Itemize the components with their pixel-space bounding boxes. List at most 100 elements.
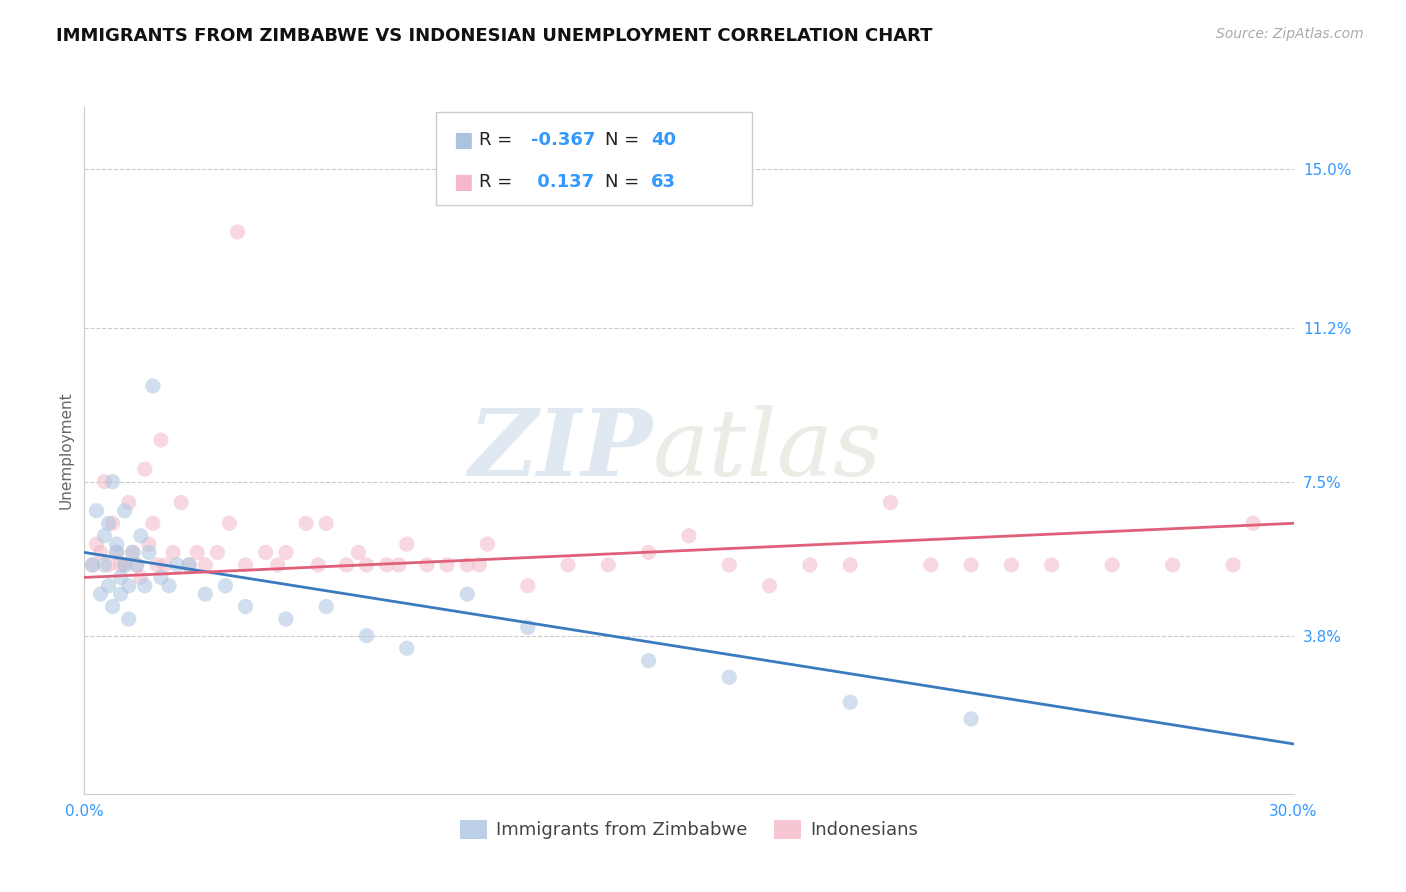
Point — [799, 558, 821, 572]
Point — [149, 433, 172, 447]
Point — [718, 558, 741, 572]
Text: N =: N = — [605, 131, 644, 149]
Point — [153, 558, 176, 572]
Point — [226, 225, 249, 239]
Point — [166, 558, 188, 572]
Point — [758, 579, 780, 593]
Point — [114, 558, 136, 572]
Point — [436, 558, 458, 572]
Point — [110, 570, 132, 584]
Point — [105, 537, 128, 551]
Point — [97, 558, 120, 572]
Point — [1101, 558, 1123, 572]
Point — [395, 641, 418, 656]
Y-axis label: Unemployment: Unemployment — [58, 392, 73, 509]
Point — [356, 629, 378, 643]
Point — [114, 504, 136, 518]
Text: N =: N = — [605, 173, 644, 191]
Point — [1000, 558, 1022, 572]
Text: Source: ZipAtlas.com: Source: ZipAtlas.com — [1216, 27, 1364, 41]
Point — [1040, 558, 1063, 572]
Point — [93, 558, 115, 572]
Point — [315, 516, 337, 531]
Point — [82, 558, 104, 572]
Point — [274, 612, 297, 626]
Point — [388, 558, 411, 572]
Point — [97, 579, 120, 593]
Point — [129, 529, 152, 543]
Point — [121, 545, 143, 559]
Point — [97, 516, 120, 531]
Point — [516, 579, 538, 593]
Point — [162, 545, 184, 559]
Text: atlas: atlas — [652, 406, 882, 495]
Point — [86, 537, 108, 551]
Legend: Immigrants from Zimbabwe, Indonesians: Immigrants from Zimbabwe, Indonesians — [453, 813, 925, 847]
Point — [637, 654, 659, 668]
Point — [235, 599, 257, 614]
Point — [456, 558, 478, 572]
Point — [516, 620, 538, 634]
Point — [879, 495, 901, 509]
Point — [93, 529, 115, 543]
Point — [274, 545, 297, 559]
Point — [149, 570, 172, 584]
Point — [93, 475, 115, 489]
Point — [960, 712, 983, 726]
Point — [118, 612, 141, 626]
Point — [839, 558, 862, 572]
Point — [375, 558, 398, 572]
Point — [347, 545, 370, 559]
Point — [138, 545, 160, 559]
Text: ZIP: ZIP — [468, 406, 652, 495]
Point — [335, 558, 357, 572]
Point — [118, 495, 141, 509]
Point — [307, 558, 329, 572]
Point — [1241, 516, 1264, 531]
Point — [207, 545, 229, 559]
Point — [110, 587, 132, 601]
Point — [678, 529, 700, 543]
Point — [86, 504, 108, 518]
Point — [157, 579, 180, 593]
Point — [295, 516, 318, 531]
Point — [218, 516, 240, 531]
Point — [101, 475, 124, 489]
Point — [170, 495, 193, 509]
Point — [134, 579, 156, 593]
Text: R =: R = — [479, 131, 519, 149]
Text: -0.367: -0.367 — [531, 131, 596, 149]
Point — [146, 558, 169, 572]
Point — [101, 516, 124, 531]
Point — [395, 537, 418, 551]
Point — [214, 579, 236, 593]
Point — [194, 587, 217, 601]
Point — [89, 545, 111, 559]
Point — [101, 599, 124, 614]
Point — [105, 545, 128, 559]
Point — [125, 558, 148, 572]
Point — [235, 558, 257, 572]
Text: 63: 63 — [651, 173, 676, 191]
Point — [267, 558, 290, 572]
Text: IMMIGRANTS FROM ZIMBABWE VS INDONESIAN UNEMPLOYMENT CORRELATION CHART: IMMIGRANTS FROM ZIMBABWE VS INDONESIAN U… — [56, 27, 932, 45]
Point — [186, 545, 208, 559]
Point — [718, 670, 741, 684]
Point — [179, 558, 201, 572]
Point — [129, 570, 152, 584]
Point — [138, 537, 160, 551]
Point — [89, 587, 111, 601]
Point — [1161, 558, 1184, 572]
Point — [1222, 558, 1244, 572]
Point — [142, 379, 165, 393]
Point — [82, 558, 104, 572]
Point — [118, 579, 141, 593]
Point — [637, 545, 659, 559]
Point — [121, 545, 143, 559]
Point — [134, 462, 156, 476]
Text: R =: R = — [479, 173, 519, 191]
Text: ■: ■ — [453, 129, 472, 150]
Point — [920, 558, 942, 572]
Point — [456, 587, 478, 601]
Point — [416, 558, 439, 572]
